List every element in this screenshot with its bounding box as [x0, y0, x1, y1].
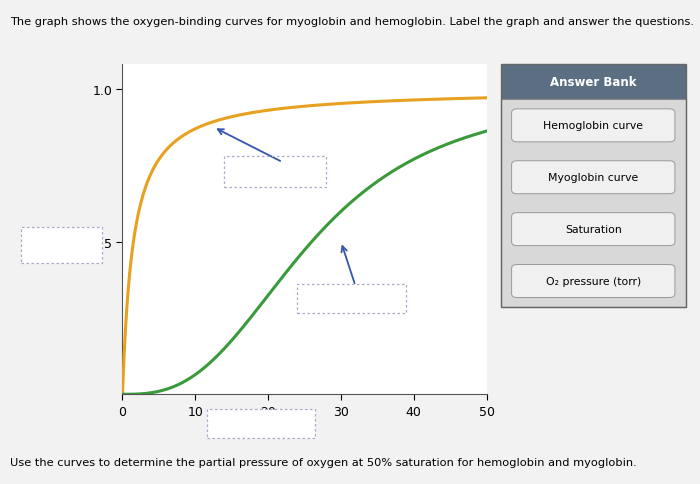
- Text: Answer Bank: Answer Bank: [550, 76, 636, 89]
- Text: Use the curves to determine the partial pressure of oxygen at 50% saturation for: Use the curves to determine the partial …: [10, 457, 637, 468]
- Text: O₂ pressure (torr): O₂ pressure (torr): [545, 276, 641, 287]
- Text: Myoglobin curve: Myoglobin curve: [548, 173, 638, 183]
- Text: Hemoglobin curve: Hemoglobin curve: [543, 121, 643, 131]
- Text: The graph shows the oxygen-binding curves for myoglobin and hemoglobin. Label th: The graph shows the oxygen-binding curve…: [10, 17, 694, 27]
- Text: Saturation: Saturation: [565, 225, 622, 235]
